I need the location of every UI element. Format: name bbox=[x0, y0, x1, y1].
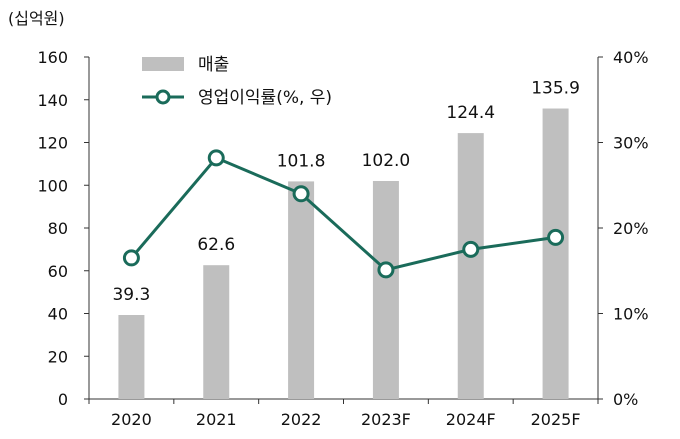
line-series bbox=[122, 149, 565, 279]
bar bbox=[542, 108, 569, 400]
x-tick-label: 2023F bbox=[361, 410, 411, 429]
left-tick-label: 80 bbox=[48, 219, 68, 238]
bar bbox=[288, 181, 315, 399]
line-point bbox=[207, 149, 225, 167]
line-point bbox=[377, 261, 395, 279]
right-tick-label: 40% bbox=[613, 48, 649, 67]
right-tick-label: 0% bbox=[613, 390, 638, 409]
bar bbox=[457, 133, 484, 399]
left-tick-label: 40 bbox=[48, 305, 68, 324]
left-tick-label: 20 bbox=[48, 347, 68, 366]
bar-value-label: 124.4 bbox=[446, 103, 495, 123]
x-tick-label: 2020 bbox=[111, 410, 152, 429]
left-tick-label: 140 bbox=[37, 91, 68, 110]
x-tick-label: 2021 bbox=[196, 410, 237, 429]
x-tick-label: 2025F bbox=[531, 410, 581, 429]
right-axis-ticks: 0% 10% 20% 30% 40% bbox=[598, 48, 649, 409]
margin-line bbox=[130, 156, 556, 272]
bar bbox=[118, 314, 145, 399]
x-axis-ticks: 2020 2021 2022 2023F 2024F 2025F bbox=[88, 399, 599, 429]
x-tick-label: 2024F bbox=[446, 410, 496, 429]
right-tick-label: 20% bbox=[613, 219, 649, 238]
bar-value-label: 62.6 bbox=[197, 235, 235, 255]
left-tick-label: 60 bbox=[48, 262, 68, 281]
x-tick-label: 2022 bbox=[281, 410, 322, 429]
legend-label-line: 영업이익률(%, 우) bbox=[198, 88, 332, 108]
left-tick-label: 160 bbox=[37, 48, 68, 67]
bar-value-label: 101.8 bbox=[277, 151, 326, 171]
bar-value-label: 102.0 bbox=[362, 151, 411, 171]
line-point bbox=[292, 185, 310, 203]
line-point bbox=[462, 240, 480, 258]
legend-label-bar: 매출 bbox=[198, 55, 229, 75]
bar-series bbox=[118, 108, 569, 400]
bar-value-label: 39.3 bbox=[112, 285, 150, 305]
bar-value-label: 135.9 bbox=[531, 79, 580, 99]
left-tick-label: 0 bbox=[58, 390, 68, 409]
right-tick-label: 30% bbox=[613, 134, 649, 153]
line-point bbox=[547, 228, 565, 246]
line-point bbox=[122, 249, 140, 267]
legend-marker bbox=[155, 89, 171, 105]
bar bbox=[372, 180, 399, 399]
bar bbox=[203, 265, 230, 399]
left-axis-ticks: 0 20 40 60 80 100 120 140 160 bbox=[37, 48, 89, 409]
right-tick-label: 10% bbox=[613, 305, 649, 324]
left-tick-label: 120 bbox=[37, 134, 68, 153]
unit-label: (십억원) bbox=[8, 9, 65, 28]
legend-swatch-bar bbox=[142, 57, 184, 71]
legend: 매출 영업이익률(%, 우) bbox=[142, 55, 332, 108]
left-tick-label: 100 bbox=[37, 176, 68, 195]
bar-value-labels: 39.3 62.6 101.8 102.0 124.4 135.9 bbox=[112, 79, 579, 305]
